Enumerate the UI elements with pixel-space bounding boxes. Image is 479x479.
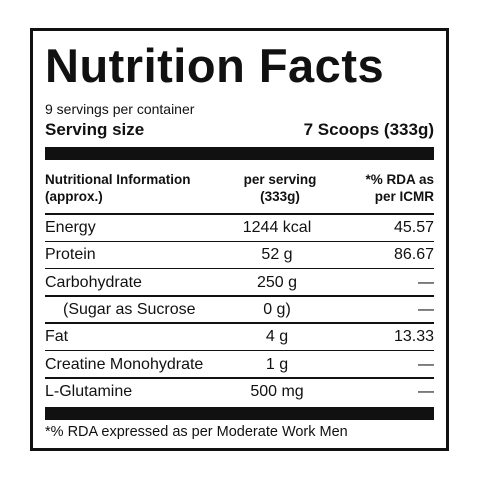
nutrient-name: Fat: [45, 328, 69, 346]
thick-divider-top: [45, 147, 434, 160]
header-rda-line1: *% RDA as: [365, 172, 434, 187]
nutrient-amount: 1244 kcal: [242, 219, 312, 236]
nutrient-rda: —: [418, 355, 434, 373]
nutrient-amount: 0 g): [263, 300, 291, 318]
nutrient-amount: 1 g: [265, 355, 289, 373]
nutrient-name: (Sugar as Sucrose: [63, 300, 196, 318]
nutrient-amount: 4 g: [265, 328, 289, 346]
table-row: Carbohydrate 250 g —: [45, 270, 434, 297]
nutrient-name: Protein: [45, 246, 96, 264]
thick-divider-bottom: [45, 407, 434, 420]
nutrient-rda: 86.67: [393, 246, 434, 264]
row-divider: [45, 267, 434, 270]
header-per-serving: per serving (333g): [225, 171, 335, 205]
row-divider: [45, 349, 434, 352]
nutrient-name: L-Glutamine: [45, 382, 133, 400]
serving-size-value: 7 Scoops (333g): [303, 120, 434, 139]
header-nutrient-line1: Nutritional Information: [45, 172, 191, 187]
row-divider: [45, 295, 434, 297]
header-rda: *% RDA as per ICMR: [365, 171, 434, 205]
table-row: Energy 1244 kcal 45.57: [45, 215, 434, 242]
nutrient-amount: 250 g: [256, 273, 298, 291]
serving-size-row: Serving size 7 Scoops (333g): [45, 118, 434, 142]
row-divider: [45, 322, 434, 324]
header-rda-line2: per ICMR: [374, 189, 434, 204]
nutrient-amount: 52 g: [261, 246, 293, 264]
header-nutrient-line2: (approx.): [45, 189, 103, 204]
nutrient-amount: 500 mg: [250, 382, 304, 400]
footnote: *% RDA expressed as per Moderate Work Me…: [45, 424, 348, 440]
nutrient-rda: —: [418, 300, 434, 318]
table-row: Creatine Monohydrate 1 g —: [45, 352, 434, 379]
table-header: Nutritional Information (approx.) per se…: [45, 171, 434, 211]
row-divider: [45, 377, 434, 379]
table-row: Fat 4 g 13.33: [45, 324, 434, 352]
header-divider: [45, 213, 434, 215]
label-content: Nutrition Facts 9 servings per container…: [45, 31, 434, 448]
table-row: (Sugar as Sucrose 0 g) —: [45, 297, 434, 324]
nutrient-name: Carbohydrate: [45, 273, 142, 291]
nutrient-rda: —: [418, 273, 434, 291]
row-divider: [45, 240, 434, 242]
nutrition-facts-label: Nutrition Facts 9 servings per container…: [30, 28, 449, 451]
nutrient-name: Energy: [45, 219, 96, 236]
header-per-serving-line2: (333g): [260, 189, 300, 204]
servings-per-container: 9 servings per container: [45, 101, 195, 117]
nutrient-rda: 45.57: [393, 219, 434, 236]
table-row: Protein 52 g 86.67: [45, 242, 434, 270]
nutrient-name: Creatine Monohydrate: [45, 355, 204, 373]
header-per-serving-line1: per serving: [243, 172, 317, 187]
nutrient-rda: —: [418, 382, 434, 400]
nutrient-rda: 13.33: [393, 328, 434, 346]
table-row: L-Glutamine 500 mg —: [45, 379, 434, 406]
page-title: Nutrition Facts: [45, 39, 385, 92]
header-nutrient: Nutritional Information (approx.): [45, 171, 191, 205]
serving-size-label: Serving size: [45, 120, 145, 139]
